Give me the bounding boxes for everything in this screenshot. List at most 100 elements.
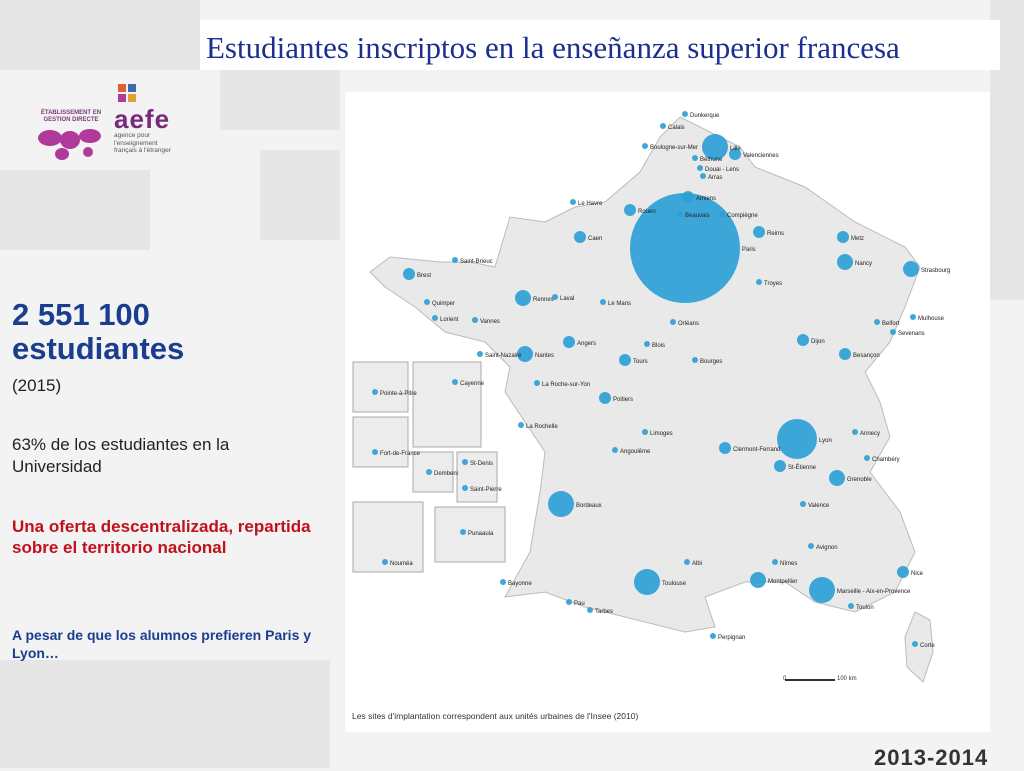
aefe-logo: ÉTABLISSEMENT EN GESTION DIRECTE aefe ag… — [30, 80, 180, 170]
title-bar — [200, 20, 1000, 70]
city-marker — [644, 341, 650, 347]
city-marker — [852, 429, 858, 435]
city-marker — [426, 469, 432, 475]
city-marker — [874, 319, 880, 325]
city-marker — [729, 148, 741, 160]
city-label: Nancy — [855, 261, 872, 267]
scale-zero: 0 — [783, 676, 787, 682]
city-label: Albi — [692, 561, 702, 567]
city-label: Grenoble — [847, 477, 872, 483]
city-label: Dembeni — [434, 471, 458, 477]
city-marker — [774, 460, 786, 472]
city-marker — [634, 569, 660, 595]
city-marker — [772, 559, 778, 565]
city-marker — [642, 143, 648, 149]
preference-note: A pesar de que los alumnos prefieren Par… — [12, 627, 312, 661]
city-marker — [912, 641, 918, 647]
city-label: Limoges — [650, 431, 673, 437]
city-label: Le Mans — [608, 301, 631, 307]
city-marker — [548, 491, 574, 517]
city-label: Avignon — [816, 545, 838, 551]
page-title: Estudiantes inscriptos en la enseñanza s… — [206, 30, 900, 65]
city-marker — [750, 572, 766, 588]
city-marker — [797, 334, 809, 346]
city-marker — [670, 319, 676, 325]
city-label: Lorient — [440, 317, 459, 323]
city-marker — [719, 442, 731, 454]
map-caption: Les sites d'implantation correspondent a… — [352, 711, 639, 721]
city-marker — [660, 123, 666, 129]
city-label: Blois — [652, 343, 665, 349]
city-label: Angoulême — [620, 449, 651, 455]
logo-brand: aefe — [114, 104, 171, 134]
city-marker — [570, 199, 576, 205]
city-marker — [829, 470, 845, 486]
city-marker — [837, 254, 853, 270]
city-marker — [710, 633, 716, 639]
city-label: Chambéry — [872, 457, 900, 463]
city-marker — [903, 261, 919, 277]
city-marker — [697, 165, 703, 171]
city-label: Mulhouse — [918, 316, 945, 322]
city-marker — [864, 455, 870, 461]
city-label: Bordeaux — [576, 503, 602, 509]
city-marker — [910, 314, 916, 320]
city-label: Pau — [574, 601, 585, 607]
city-marker — [574, 231, 586, 243]
city-marker — [500, 579, 506, 585]
city-label: Toulon — [856, 605, 874, 611]
city-marker — [462, 459, 468, 465]
city-marker — [563, 336, 575, 348]
city-marker — [382, 559, 388, 565]
city-label: Valenciennes — [743, 153, 779, 159]
city-label: Pointe-à-Pitre — [380, 391, 417, 397]
city-label: Béthune — [700, 157, 723, 163]
city-label: Clermont-Ferrand — [733, 447, 780, 453]
city-label: St-Étienne — [788, 464, 817, 471]
city-marker — [809, 577, 835, 603]
france-map: Dunkerque Calais Lille Boulogne-sur-MerBéth… — [352, 111, 950, 683]
city-label: Valence — [808, 503, 830, 509]
city-label: Nîmes — [780, 561, 797, 567]
city-label: Nice — [911, 571, 924, 577]
city-label: Beauvais — [685, 213, 710, 219]
city-marker — [460, 529, 466, 535]
city-label: Douai - Lens — [705, 167, 739, 173]
city-markers — [372, 111, 919, 647]
city-label: Nouméa — [390, 561, 413, 567]
city-marker — [642, 429, 648, 435]
city-label: Sevenans — [898, 331, 925, 337]
city-label: Rennes — [533, 297, 554, 303]
city-marker — [808, 543, 814, 549]
city-label: Saint-Brieuc — [460, 259, 493, 265]
city-marker — [702, 134, 728, 160]
city-label: Annecy — [860, 431, 880, 437]
student-unit: estudiantes — [12, 331, 185, 366]
city-marker — [612, 447, 618, 453]
city-label: La Rochelle — [526, 424, 558, 430]
city-marker — [890, 329, 896, 335]
city-label: La Roche-sur-Yon — [542, 382, 590, 388]
scale-bar: 0 100 km — [783, 676, 857, 682]
city-marker — [753, 226, 765, 238]
city-label: Dijon — [811, 339, 825, 345]
period-label: 2013-2014 — [874, 745, 989, 770]
city-marker — [472, 317, 478, 323]
city-label: Besançon — [853, 353, 880, 359]
logo-subtitle: agence pour l'enseignement français à l'… — [114, 132, 171, 154]
city-label: Troyes — [764, 281, 782, 287]
city-label: Orléans — [678, 321, 699, 327]
city-label: Metz — [851, 236, 864, 242]
city-label: Bayonne — [508, 581, 532, 587]
city-label: Compiègne — [727, 213, 758, 219]
city-marker — [452, 379, 458, 385]
city-marker — [372, 449, 378, 455]
city-label: Le Havre — [578, 201, 603, 207]
city-label: Montpellier — [768, 579, 797, 585]
city-label: Amiens — [696, 196, 716, 202]
france-outline — [369, 116, 921, 633]
city-marker — [566, 599, 572, 605]
city-label: Tarbes — [595, 609, 613, 615]
city-label: St-Denis — [470, 461, 493, 467]
